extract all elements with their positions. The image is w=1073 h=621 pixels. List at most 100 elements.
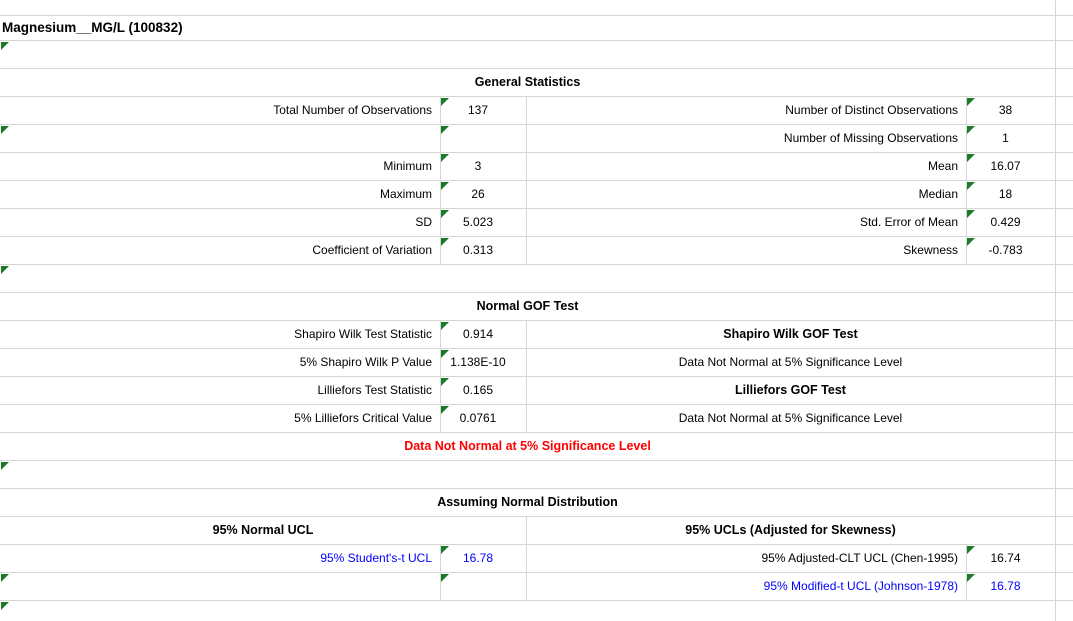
error-indicator-icon (441, 126, 449, 134)
gridline (0, 404, 1073, 405)
stat-value[interactable]: 0.914 (462, 327, 494, 341)
error-indicator-icon (441, 98, 449, 106)
stat-label[interactable]: Coefficient of Variation (312, 243, 432, 257)
error-indicator-icon (967, 182, 975, 190)
gridline (0, 320, 1073, 321)
gridline (0, 488, 1073, 489)
gof-test-result[interactable]: Data Not Normal at 5% Significance Level (678, 355, 903, 369)
stat-label[interactable]: SD (415, 215, 432, 229)
stat-label[interactable]: Median (918, 187, 958, 201)
gof-conclusion-banner[interactable]: Data Not Normal at 5% Significance Level (404, 439, 651, 453)
gridline (440, 320, 441, 432)
stat-value[interactable]: 137 (467, 103, 489, 117)
section-header-assuming-normal-distribution[interactable]: Assuming Normal Distribution (437, 495, 618, 509)
error-indicator-icon (441, 546, 449, 554)
section-header-normal-gof-test[interactable]: Normal GOF Test (476, 299, 579, 313)
error-indicator-icon (441, 574, 449, 582)
gridline (0, 152, 1073, 153)
gridline (1055, 0, 1056, 621)
stat-label[interactable]: 5% Shapiro Wilk P Value (299, 355, 432, 369)
error-indicator-icon (967, 126, 975, 134)
stat-value[interactable]: 0.429 (990, 215, 1021, 229)
ucl-label[interactable]: 95% Adjusted-CLT UCL (Chen-1995) (761, 551, 958, 565)
gridline (526, 96, 527, 264)
gridline (0, 96, 1073, 97)
gridline (526, 320, 527, 432)
error-indicator-icon (441, 350, 449, 358)
error-indicator-icon (1, 462, 9, 470)
gridline (0, 68, 1073, 69)
stat-value[interactable]: 0.165 (462, 383, 494, 397)
stat-value[interactable]: -0.783 (988, 243, 1023, 257)
error-indicator-icon (441, 154, 449, 162)
gridline (0, 292, 1073, 293)
error-indicator-icon (967, 154, 975, 162)
gridline (440, 544, 441, 600)
error-indicator-icon (967, 238, 975, 246)
gof-test-result[interactable]: Data Not Normal at 5% Significance Level (678, 411, 903, 425)
gridline (0, 264, 1073, 265)
gridline (0, 376, 1073, 377)
stat-label[interactable]: Lilliefors Test Statistic (317, 383, 433, 397)
gridline (0, 460, 1073, 461)
stat-value[interactable]: 1 (1002, 131, 1009, 145)
stat-label[interactable]: Number of Missing Observations (783, 131, 958, 145)
gridline (0, 15, 1073, 16)
error-indicator-icon (1, 266, 9, 274)
stat-label[interactable]: 5% Lilliefors Critical Value (294, 411, 432, 425)
gridline (966, 544, 967, 600)
error-indicator-icon (441, 406, 449, 414)
stat-value[interactable]: 0.313 (462, 243, 494, 257)
gridline (0, 124, 1073, 125)
error-indicator-icon (441, 182, 449, 190)
error-indicator-icon (967, 546, 975, 554)
stat-label[interactable]: Mean (927, 159, 958, 173)
section-header-general-statistics[interactable]: General Statistics (474, 75, 581, 89)
stat-label[interactable]: Std. Error of Mean (859, 215, 958, 229)
gridline (0, 516, 1073, 517)
stat-value[interactable]: 5.023 (462, 215, 494, 229)
gridline (0, 600, 1073, 601)
gridline (0, 208, 1073, 209)
stat-value[interactable]: 16.07 (990, 159, 1021, 173)
stat-value[interactable]: 0.0761 (459, 411, 497, 425)
stat-value[interactable]: 1.138E-10 (450, 355, 506, 369)
gridline (0, 432, 1073, 433)
error-indicator-icon (1, 42, 9, 50)
gridline (0, 544, 1073, 545)
ucl-value[interactable]: 16.78 (990, 579, 1021, 593)
stat-label[interactable]: Number of Distinct Observations (785, 103, 958, 117)
gof-test-title[interactable]: Lilliefors GOF Test (735, 383, 846, 397)
gridline (966, 96, 967, 264)
ucl-label[interactable]: 95% Modified-t UCL (Johnson-1978) (763, 579, 958, 593)
gof-test-title[interactable]: Shapiro Wilk GOF Test (723, 327, 858, 341)
ucl-right-column-header[interactable]: 95% UCLs (Adjusted for Skewness) (685, 523, 896, 537)
stat-label[interactable]: Total Number of Observations (273, 103, 432, 117)
stat-label[interactable]: Maximum (379, 187, 432, 201)
error-indicator-icon (1, 574, 9, 582)
error-indicator-icon (967, 210, 975, 218)
ucl-left-column-header[interactable]: 95% Normal UCL (212, 523, 314, 537)
stat-value[interactable]: 26 (471, 187, 485, 201)
ucl-label[interactable]: 95% Student's-t UCL (320, 551, 432, 565)
ucl-value[interactable]: 16.74 (990, 551, 1021, 565)
error-indicator-icon (441, 322, 449, 330)
error-indicator-icon (1, 602, 9, 610)
gridline (0, 180, 1073, 181)
error-indicator-icon (967, 574, 975, 582)
stat-label[interactable]: Skewness (903, 243, 958, 257)
stat-value[interactable]: 18 (998, 187, 1013, 201)
gridline (0, 572, 1073, 573)
gridline (0, 348, 1073, 349)
gridline (526, 516, 527, 600)
dataset-title[interactable]: Magnesium__MG/L (100832) (2, 20, 183, 35)
stat-value[interactable]: 3 (474, 159, 482, 173)
ucl-value[interactable]: 16.78 (462, 551, 494, 565)
error-indicator-icon (441, 210, 449, 218)
stat-label[interactable]: Shapiro Wilk Test Statistic (294, 327, 432, 341)
error-indicator-icon (441, 238, 449, 246)
error-indicator-icon (1, 126, 9, 134)
stat-value[interactable]: 38 (998, 103, 1013, 117)
stat-label[interactable]: Minimum (383, 159, 432, 173)
